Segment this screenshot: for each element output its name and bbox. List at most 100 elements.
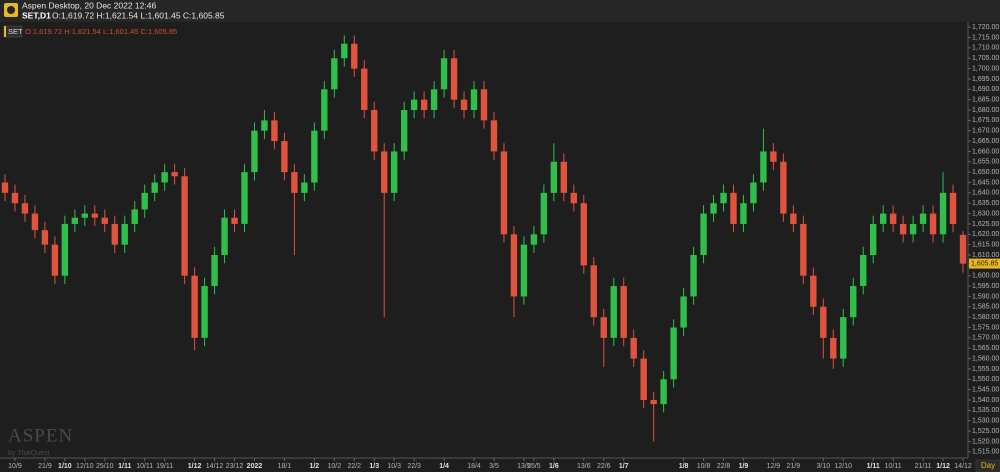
candle-body	[510, 234, 518, 297]
candle-body	[271, 120, 278, 142]
x-tick-label: 22/6	[597, 463, 611, 470]
candle-body	[919, 213, 927, 224]
candle-body	[131, 209, 138, 224]
candle-body	[71, 217, 79, 224]
candle-body	[141, 192, 148, 210]
candle-body	[311, 130, 318, 183]
candle-body	[371, 110, 378, 152]
candle-body	[171, 172, 178, 177]
y-tick-label: 1,520.00	[972, 438, 999, 445]
y-tick-label: 1,615.00	[972, 241, 999, 248]
candle-body	[151, 182, 158, 193]
candle-body	[830, 337, 837, 359]
x-tick-label: 22/3	[407, 463, 421, 470]
x-tick-label: 1/10	[58, 463, 72, 470]
x-tick-label: 1/9	[739, 463, 749, 470]
candle-body	[909, 223, 917, 235]
candle-body	[899, 223, 907, 235]
x-tick-label: 1/12	[188, 463, 202, 470]
x-tick-label: 10/11	[885, 463, 902, 470]
y-tick-label: 1,645.00	[972, 179, 999, 186]
candle-body	[251, 130, 258, 173]
y-tick-label: 1,655.00	[972, 159, 999, 166]
candle-body	[241, 172, 248, 224]
period-button[interactable]	[975, 459, 1000, 472]
y-tick-label: 1,555.00	[972, 366, 999, 373]
candle-body	[800, 223, 807, 276]
y-tick-label: 1,635.00	[972, 200, 999, 207]
candle-body	[121, 223, 128, 245]
candle-body	[281, 141, 288, 173]
candle-body	[630, 337, 637, 359]
candle-body	[1, 182, 9, 193]
y-tick-label: 1,710.00	[972, 45, 999, 52]
watermark-byline: by ThaiQuest	[8, 450, 50, 457]
x-tick-label: 1/3	[369, 463, 379, 470]
candle-body	[381, 151, 388, 193]
x-tick-label: 1/12	[936, 463, 950, 470]
legend-ohlc: O:1,619.72 H:1,621.54 L:1,601.45 C:1,605…	[25, 27, 177, 36]
x-tick-label: 1/11	[118, 463, 131, 470]
x-tick-label: 10/9	[8, 463, 22, 470]
x-tick-label: 2022	[247, 463, 263, 470]
y-tick-label: 1,650.00	[972, 169, 999, 176]
candle-body	[740, 203, 747, 224]
candle-body	[51, 244, 59, 276]
x-tick-label: 14/12	[954, 463, 972, 470]
y-tick-label: 1,535.00	[972, 407, 999, 414]
candle-body	[770, 151, 777, 162]
x-tick-label: 12/10	[76, 463, 94, 470]
candle-body	[929, 213, 937, 235]
x-tick-label: 3/10	[816, 463, 830, 470]
y-tick-label: 1,715.00	[972, 34, 999, 41]
candle-body	[620, 286, 627, 338]
candle-body	[949, 192, 957, 224]
candle-body	[710, 203, 717, 214]
candle-body	[939, 192, 947, 235]
x-tick-label: 23/12	[226, 463, 244, 470]
x-tick-label: 21/9	[38, 463, 52, 470]
x-tick-label: 22/2	[347, 463, 361, 470]
candle-body	[750, 182, 757, 204]
candle-body	[790, 213, 797, 224]
candle-body	[760, 151, 767, 183]
candle-body	[680, 296, 687, 328]
x-tick-label: 10/3	[387, 463, 401, 470]
header-bar	[0, 0, 1000, 22]
last-price-box	[969, 258, 1000, 269]
y-tick-label: 1,640.00	[972, 190, 999, 197]
candle-body	[211, 255, 218, 287]
x-tick-label: 22/8	[717, 463, 731, 470]
y-tick-label: 1,670.00	[972, 128, 999, 135]
x-tick-label: 21/11	[915, 463, 932, 470]
header-ohlc: O:1,619.72 H:1,621.54 L:1,601.45 C:1,605…	[52, 10, 225, 20]
candle-body	[650, 400, 657, 405]
candle-body	[351, 43, 358, 69]
candle-body	[640, 358, 647, 400]
x-tick-label: 10/8	[697, 463, 711, 470]
y-tick-label: 1,515.00	[972, 449, 999, 456]
app-title: Aspen Desktop, 20 Dec 2022 12:46	[22, 0, 156, 10]
y-tick-label: 1,525.00	[972, 428, 999, 435]
candle-body	[860, 255, 867, 287]
y-tick-label: 1,540.00	[972, 397, 999, 404]
candle-body	[81, 213, 89, 218]
y-tick-label: 1,690.00	[972, 86, 999, 93]
x-tick-label: 1/2	[309, 463, 319, 470]
y-tick-label: 1,545.00	[972, 386, 999, 393]
y-tick-label: 1,595.00	[972, 283, 999, 290]
x-tick-label: 25/10	[96, 463, 114, 470]
candle-body	[400, 110, 408, 152]
candle-body	[341, 43, 348, 59]
y-tick-label: 1,660.00	[972, 148, 999, 155]
candle-body	[161, 172, 168, 183]
candle-body	[889, 213, 897, 224]
y-tick-label: 1,700.00	[972, 65, 999, 72]
x-tick-label: 10/11	[136, 463, 153, 470]
candle-body	[191, 275, 198, 338]
x-tick-label: 1/8	[679, 463, 689, 470]
y-tick-label: 1,620.00	[972, 231, 999, 238]
candle-body	[201, 286, 208, 338]
last-price-label: 1,605.85	[971, 260, 998, 267]
